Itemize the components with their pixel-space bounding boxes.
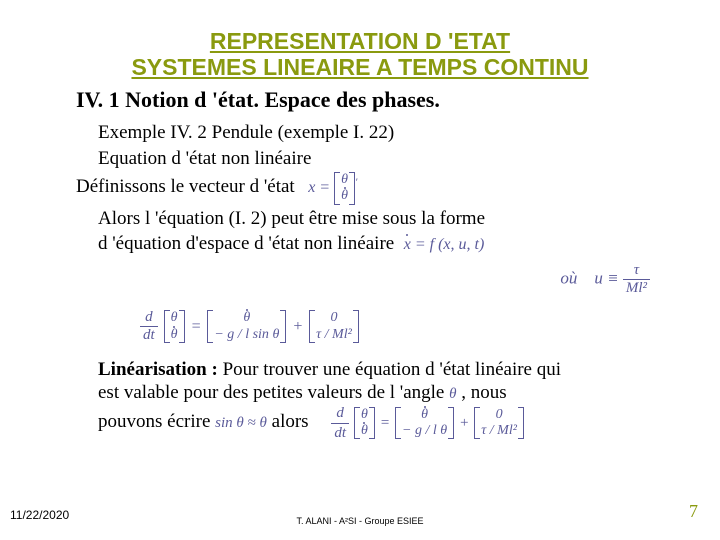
where-clause: où u ≡ τMl²: [40, 262, 650, 297]
lin-p2: est valable pour des petites valeurs de …: [98, 382, 507, 403]
footer-date: 11/22/2020: [10, 508, 69, 522]
equals-sign-2: =: [380, 414, 390, 432]
linearised-equation: ddt θθ = θ− g / l θ + 0τ / Ml²: [331, 404, 524, 442]
main-equation: ddt θθ = θ− g / l sin θ + 0τ / Ml²: [140, 309, 680, 344]
lin-p3a: pouvons écrire: [98, 412, 215, 433]
body-line-3: Définissons le vecteur d 'état x = θθ′: [76, 172, 660, 204]
plus-sign-2: +: [459, 414, 469, 432]
footer-page-number: 7: [689, 501, 698, 522]
ddt2-den: dt: [331, 424, 349, 442]
body-line-2: Equation d 'état non linéaire: [98, 147, 660, 171]
title-line-1: REPRESENTATION D 'ETAT: [40, 28, 680, 54]
lin-p1a: Pour trouver une équation d 'état linéai…: [218, 359, 561, 380]
ddt-num: d: [140, 309, 158, 327]
body-text: Exemple IV. 2 Pendule (exemple I. 22) Eq…: [98, 121, 660, 256]
ou-label: où: [560, 268, 577, 287]
title-block: REPRESENTATION D 'ETAT SYSTEMES LINEAIRE…: [40, 28, 680, 81]
section-subtitle: IV. 1 Notion d 'état. Espace des phases.: [76, 87, 680, 113]
body-line-5-text: d 'équation d'espace d 'état non linéair…: [98, 233, 394, 254]
body-line-3-text: Définissons le vecteur d 'état: [76, 176, 295, 197]
lin-p3b: alors: [267, 412, 309, 433]
body-line-5: d 'équation d'espace d 'état non linéair…: [98, 232, 660, 256]
ddt-den: dt: [140, 327, 158, 344]
space-state-eq: x = f (x, u, t): [404, 236, 485, 253]
footer-center: T. ALANI - A²SI - Groupe ESIEE: [296, 516, 423, 526]
body-line-4: Alors l 'équation (I. 2) peut être mise …: [98, 207, 660, 231]
title-line-2: SYSTEMES LINEAIRE A TEMPS CONTINU: [40, 54, 680, 80]
ddt2-num: d: [331, 404, 349, 423]
equals-sign: =: [191, 318, 202, 336]
state-vector-def: x = θθ′: [304, 179, 357, 196]
linearisation-heading: Linéarisation :: [98, 359, 218, 380]
plus-sign: +: [292, 318, 303, 336]
slide: REPRESENTATION D 'ETAT SYSTEMES LINEAIRE…: [0, 0, 720, 540]
linearisation-paragraph: Linéarisation : Pour trouver une équatio…: [98, 358, 650, 442]
body-line-1: Exemple IV. 2 Pendule (exemple I. 22): [98, 121, 660, 145]
lin-approx: sin θ ≈ θ: [215, 416, 267, 432]
